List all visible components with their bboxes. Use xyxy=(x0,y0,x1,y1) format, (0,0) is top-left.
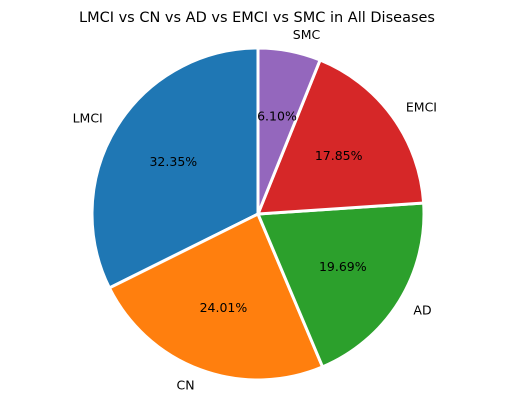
pie-labels: 32.35% LMCI 24.01% CN 19.69% AD 17.85% EMCI 6.10… xyxy=(73,27,437,392)
slice-label-ad: AD xyxy=(413,302,431,317)
chart-title: LMCI vs CN vs AD vs EMCI vs SMC in All D… xyxy=(79,10,435,26)
pct-label-lmci: 32.35% xyxy=(149,154,197,169)
pct-label-smc: 6.10% xyxy=(257,109,297,124)
slice-label-emci: EMCI xyxy=(406,99,437,114)
slice-label-cn: CN xyxy=(176,378,194,393)
slice-label-smc: SMC xyxy=(293,27,321,42)
pct-label-cn: 24.01% xyxy=(200,300,248,315)
pie-slice-smc xyxy=(256,46,322,216)
pie-slice-ad xyxy=(256,201,426,369)
pie-slice-cn xyxy=(107,212,325,382)
pie-slice-emci xyxy=(256,58,426,216)
pie-slice-lmci xyxy=(90,46,260,290)
pct-label-emci: 17.85% xyxy=(315,148,363,163)
slice-label-lmci: LMCI xyxy=(73,110,103,125)
pie-slices xyxy=(90,46,426,382)
pct-label-ad: 19.69% xyxy=(319,259,367,274)
